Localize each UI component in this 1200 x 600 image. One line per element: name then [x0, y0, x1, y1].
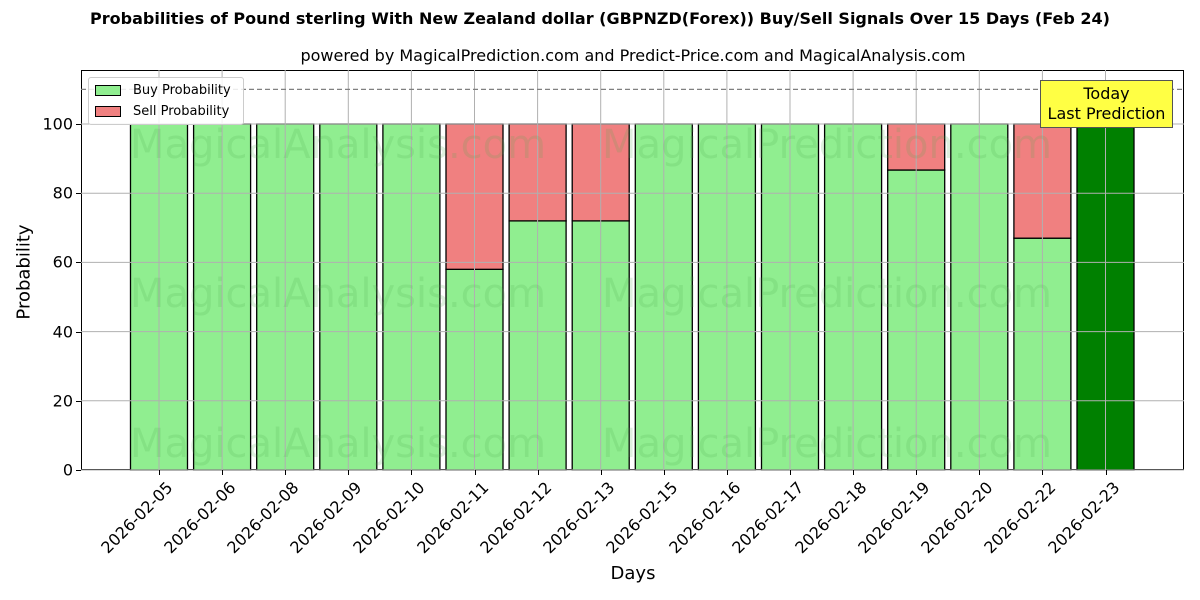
x-tick-mark	[1042, 470, 1044, 475]
x-tick-mark	[663, 470, 665, 475]
x-tick-mark	[285, 470, 287, 475]
y-axis-label: Probability	[13, 224, 35, 320]
y-tick-mark	[76, 400, 81, 402]
y-tick-mark	[76, 193, 81, 195]
annotation-line2: Last Prediction	[1047, 104, 1166, 123]
chart-title: Probabilities of Pound sterling With New…	[90, 9, 1110, 28]
y-tick-label: 60	[52, 252, 73, 272]
y-tick-mark	[76, 124, 81, 125]
chart-subtitle: powered by MagicalPrediction.com and Pre…	[300, 46, 966, 65]
sell-swatch-icon	[95, 106, 121, 117]
y-tick-label: 100	[42, 114, 73, 134]
x-tick-mark	[600, 470, 602, 475]
x-axis-label: Days	[610, 563, 656, 584]
annotation-line1: Today	[1083, 84, 1130, 103]
buy-swatch-icon	[95, 85, 121, 96]
watermark-text: MagicalAnalysis.com	[130, 421, 547, 467]
x-tick-mark	[853, 470, 855, 475]
legend-item-buy: Buy Probability	[95, 83, 231, 98]
x-tick-mark	[979, 470, 981, 475]
watermark-text: MagicalPrediction.com	[602, 271, 1052, 317]
x-tick-mark	[222, 470, 224, 475]
watermark-text: MagicalAnalysis.com	[130, 122, 547, 168]
x-tick-mark	[159, 470, 160, 475]
y-tick-label: 80	[52, 183, 73, 203]
watermark-text: MagicalPrediction.com	[602, 421, 1052, 467]
watermark-text: MagicalAnalysis.com	[130, 271, 547, 317]
y-tick-mark	[76, 262, 81, 264]
legend-sell-label: Sell Probability	[133, 104, 230, 119]
y-tick-label: 20	[52, 391, 73, 411]
legend: Buy Probability Sell Probability	[88, 77, 244, 125]
x-tick-mark	[474, 470, 476, 475]
legend-item-sell: Sell Probability	[95, 104, 229, 119]
x-tick-mark	[1105, 470, 1107, 475]
x-tick-mark	[726, 470, 728, 475]
x-tick-mark	[916, 470, 918, 475]
watermark-text: MagicalPrediction.com	[602, 122, 1052, 168]
x-tick-mark	[411, 470, 413, 475]
y-tick-mark	[76, 331, 81, 333]
x-tick-mark	[348, 470, 350, 475]
x-tick-mark	[790, 470, 791, 475]
today-annotation: Today Last Prediction	[1040, 80, 1173, 128]
y-tick-label: 40	[52, 322, 73, 342]
y-tick-mark	[76, 470, 81, 471]
legend-buy-label: Buy Probability	[133, 83, 231, 98]
y-tick-label: 0	[62, 460, 73, 480]
x-tick-mark	[537, 470, 539, 475]
